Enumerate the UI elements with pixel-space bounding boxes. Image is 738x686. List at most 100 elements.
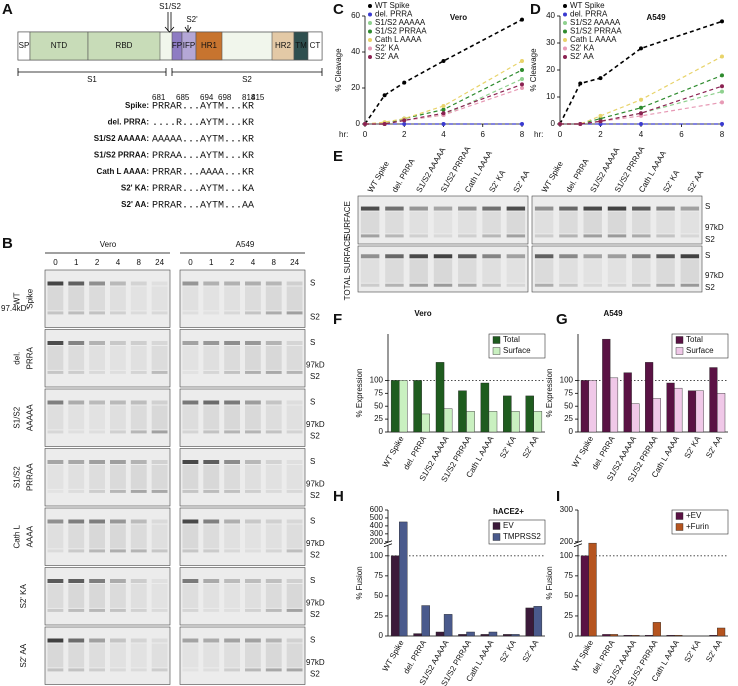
data-point [558,122,562,126]
gel [531,195,703,245]
x-tick-label: S2' AA [521,434,541,460]
gel [357,195,529,245]
gel-band [89,519,105,524]
gel-band [151,430,168,434]
row-label: SURFACE [343,201,352,239]
gel-band [409,206,428,211]
sequence: PRRAR...AYTM...KR [152,102,254,113]
gel-band [89,311,105,315]
bar [709,367,718,433]
legend-label: Total [503,335,520,344]
x-tick-label: WT Spike [381,638,406,673]
arrow-label: S1/S2 [159,2,181,11]
gel-band [130,668,147,672]
band-label: S2 [705,283,715,292]
gel-band [286,519,303,524]
gel-band [245,489,261,493]
timepoint: 0 [53,258,58,267]
band-label: S2 [310,491,320,500]
gel-band [506,254,526,259]
gel-band [130,341,147,345]
legend-label: EV [503,521,514,530]
bar [413,380,422,433]
gel-band [47,579,64,583]
row-label: S1/S2 PRRAA [13,463,35,491]
x-tick-label: S2' KA [498,434,518,460]
gel-band [89,638,105,643]
gel-band [224,579,240,583]
gel-band [47,370,64,374]
gel-smear [265,524,282,549]
row-label-line: WT [13,292,22,305]
gel-band [151,549,168,553]
gel-smear [245,286,261,311]
gel-smear [110,286,126,311]
gel-smear [68,286,85,311]
gel-smear [632,211,651,234]
gel-band [583,254,602,259]
gel-band [203,460,220,464]
gel-smear [89,405,105,430]
domain-label: IFP [183,41,195,50]
row-label: S1/S2 AAAAA [13,404,35,431]
gel-band [245,549,261,553]
gel-band [182,668,199,672]
data-point [441,107,446,112]
gel-band [286,311,303,315]
gel-smear [68,524,85,549]
gel-band [482,254,501,259]
gel-band [130,400,147,405]
gel-smear [360,259,380,283]
y-tick-label: 0 [569,631,574,640]
y-tick-label: 75 [564,571,573,580]
gel-band [130,519,147,524]
legend-label: Cath L AAAA [375,35,422,44]
gel-band [583,283,602,287]
gel-band [151,311,168,315]
gel-smear [286,465,303,489]
legend-marker [563,55,567,59]
timepoint: 4 [251,258,256,267]
gel-smear [182,465,199,489]
gel-smear [47,405,64,430]
gel-smear [47,346,64,370]
gel-band [110,489,126,493]
gel-smear [151,346,168,370]
gel-band [89,400,105,405]
arrow-head [164,26,175,33]
band-label: S [310,279,315,288]
bar [435,362,445,433]
gel-band [286,430,303,434]
gel-smear [68,584,85,608]
gel-band [110,460,126,464]
row-label-line: Spike [26,288,35,309]
chart-title: A549 [603,309,623,318]
gel-band [151,370,168,374]
gel-band [265,608,282,612]
gel-band [559,206,578,211]
y-tick-label: 30 [546,38,555,47]
gel-band [110,430,126,434]
gel-band [224,549,240,553]
gel-smear [68,346,85,370]
gel-smear [506,211,526,234]
y-tick-label: 50 [564,401,573,410]
gel-band [47,430,64,434]
gel-smear [182,643,199,668]
gel-band [203,370,220,374]
gel-band [68,608,85,612]
gel-band [534,283,554,287]
data-point [520,122,524,126]
gel-band [265,281,282,286]
legend-label: S2' KA [570,44,595,53]
residue-number: 681 [152,93,166,102]
gel-smear [110,465,126,489]
timepoint: 8 [272,258,277,267]
gel-smear [286,405,303,430]
x-tick-label: S2' KA [683,434,703,460]
y-tick-label: 200 [370,537,384,546]
legend-marker [563,12,567,17]
gel-smear [203,286,220,311]
gel-band [224,281,240,286]
gel-band [68,668,85,672]
